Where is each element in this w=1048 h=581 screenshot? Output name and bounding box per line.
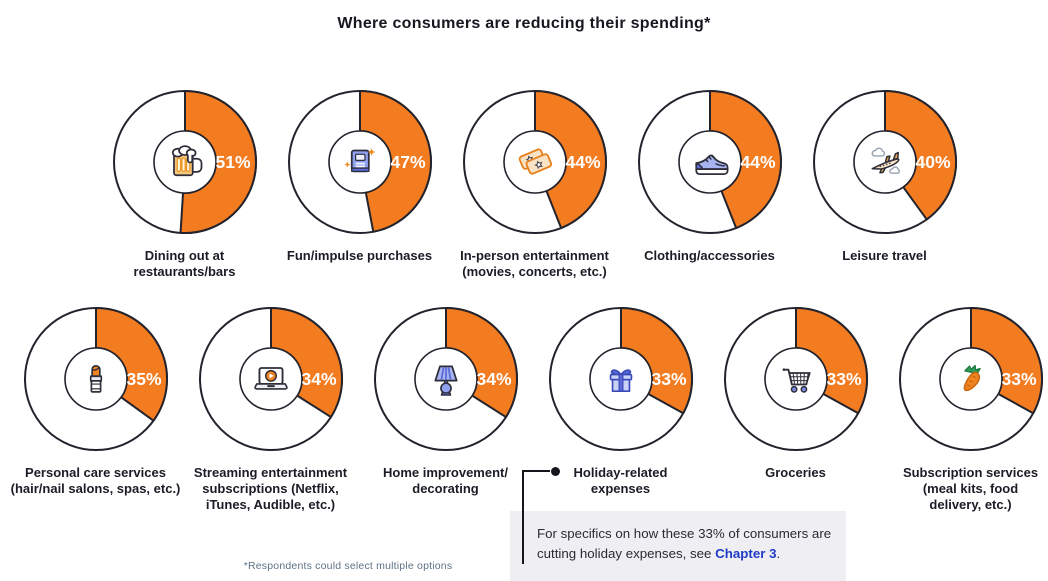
donut-percentage: 34% [476, 369, 511, 389]
donut-ring: 44% [462, 90, 607, 234]
donut-label: Groceries [691, 465, 901, 481]
callout-text-period: . [776, 546, 781, 561]
donut-label-line: Groceries [765, 465, 826, 480]
footnote: *Respondents could select multiple optio… [243, 560, 453, 572]
donut-label-line: Leisure travel [842, 248, 927, 263]
donut-percentage: 40% [915, 152, 950, 172]
donut-label-line: delivery, etc.) [929, 497, 1012, 512]
donut-row-2: 35% Personal care services (hair/nail sal… [8, 306, 1048, 513]
donut-ring: 33% [723, 307, 868, 451]
callout-box: For specifics on how these 33% of consum… [510, 511, 846, 581]
donut-label: Clothing/accessories [605, 248, 815, 264]
donut-ring: 33% [548, 307, 693, 451]
shopping-cart-icon [782, 368, 811, 393]
sneaker-icon [694, 154, 728, 175]
callout-text: For specifics on how these 33% of consum… [537, 526, 832, 561]
donut-label: Fun/impulse purchases [255, 248, 465, 264]
donut-percentage: 47% [390, 152, 425, 172]
donut-label-line: Home improvement/ [383, 465, 508, 480]
donut-label: Subscription services (meal kits, food del… [866, 465, 1048, 513]
donut-chart-clothing-accessories: 44% Clothing/accessories [622, 89, 797, 280]
donut-label: In-person entertainment (movies, concerts… [430, 248, 640, 280]
donut-chart-leisure-travel: 40% Leisure travel [797, 89, 972, 280]
donut-label-line: In-person entertainment [460, 248, 609, 263]
donut-label-line: iTunes, Audible, etc.) [205, 497, 336, 512]
donut-label-line: expenses [590, 481, 651, 496]
donut-percentage: 51% [215, 152, 250, 172]
carrot-icon [963, 364, 981, 392]
donut-chart-in-person-entertainment: 44% In-person entertainment (movies, conc… [447, 89, 622, 280]
donut-chart-holiday-related-expenses: 33% Holiday-related expenses [533, 306, 708, 513]
donut-label-line: decorating [412, 481, 479, 496]
donut-ring: 35% [23, 307, 168, 451]
beer-mug-icon [171, 145, 202, 177]
donut-chart-fun-impulse-purchases: 47% Fun/impulse purchases [272, 89, 447, 280]
donut-chart-personal-care-services: 35% Personal care services (hair/nail sal… [8, 306, 183, 513]
donut-label: Streaming entertainment subscriptions (Ne… [166, 465, 376, 513]
donut-label: Home improvement/decorating [341, 465, 551, 497]
callout-connector-bullet [551, 467, 560, 476]
donut-percentage: 33% [826, 369, 861, 389]
donut-percentage: 35% [126, 369, 161, 389]
book-sparkles-icon [343, 148, 375, 173]
page-title: Where consumers are reducing their spend… [337, 15, 711, 32]
donut-label: Holiday-related expenses [516, 465, 726, 497]
donut-chart-streaming-entertainment-subscriptions: 34% Streaming entertainment subscriptions… [183, 306, 358, 513]
lipstick-icon [89, 364, 102, 393]
chapter-3-link[interactable]: Chapter 3 [715, 546, 777, 561]
donut-ring: 44% [637, 90, 782, 234]
donut-percentage: 44% [740, 152, 775, 172]
donut-ring: 51% [112, 90, 257, 234]
donut-row-1: 51% Dining out at restaurants/bars 47% Fu… [97, 89, 972, 280]
donut-percentage: 44% [565, 152, 600, 172]
callout-connector-line-horizontal [523, 470, 550, 473]
donut-percentage: 33% [651, 369, 686, 389]
donut-label-line: Fun/impulse purchases [286, 248, 433, 263]
donut-ring: 40% [812, 90, 957, 234]
callout-connector-line-vertical [522, 470, 525, 564]
lamp-icon [433, 365, 458, 396]
donut-label-line: restaurants/bars [133, 264, 236, 279]
donut-label-line: (meal kits, food [922, 481, 1019, 496]
airplane-icon [871, 147, 900, 174]
donut-label-line: Dining out at [144, 248, 225, 263]
donut-chart-groceries: 33% Groceries [708, 306, 883, 513]
gift-icon [609, 369, 632, 393]
donut-percentage: 33% [1001, 369, 1036, 389]
donut-label: Dining out at restaurants/bars [80, 248, 290, 280]
tickets-icon [518, 148, 552, 175]
donut-label: Personal care services (hair/nail salons,… [0, 465, 201, 497]
donut-ring: 33% [898, 307, 1043, 451]
donut-ring: 34% [198, 307, 343, 451]
donut-label-line: (hair/nail salons, spas, etc.) [10, 481, 181, 496]
donut-label-line: Clothing/accessories [644, 248, 775, 263]
donut-label-line: Subscription services [902, 465, 1039, 480]
donut-label-line: Personal care services [25, 465, 166, 480]
donut-ring: 47% [287, 90, 432, 234]
laptop-play-icon [253, 367, 288, 390]
donut-label-line: (movies, concerts, etc.) [462, 264, 607, 279]
donut-label-line: Streaming entertainment [193, 465, 348, 480]
donut-chart-home-improvement-decorating: 34% Home improvement/decorating [358, 306, 533, 513]
donut-label-line: subscriptions (Netflix, [202, 481, 339, 496]
donut-chart-dining-out-at: 51% Dining out at restaurants/bars [97, 89, 272, 280]
donut-chart-subscription-services-meal: 33% Subscription services (meal kits, foo… [883, 306, 1048, 513]
donut-percentage: 34% [301, 369, 336, 389]
donut-label-line: Holiday-related [573, 465, 668, 480]
donut-ring: 34% [373, 307, 518, 451]
donut-label: Leisure travel [780, 248, 990, 264]
